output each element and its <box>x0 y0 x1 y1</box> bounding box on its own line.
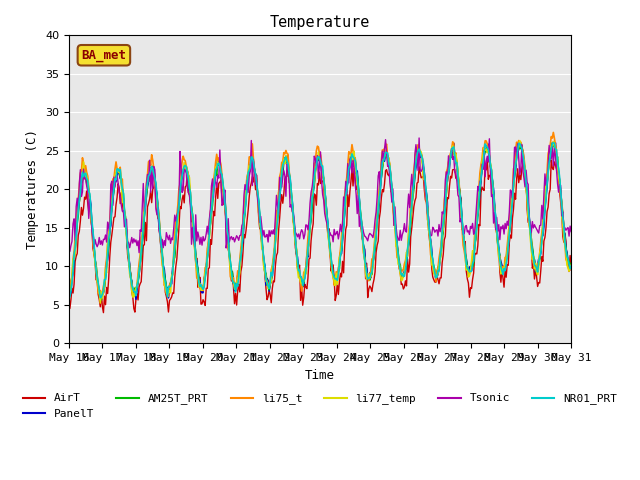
PanelT <box>222 219 230 225</box>
AirT <box>436 275 444 281</box>
li77_temp <box>522 184 530 190</box>
li77_temp <box>221 202 229 208</box>
AirT <box>222 218 230 224</box>
Line: AirT: AirT <box>69 156 571 312</box>
AM25T_PRT <box>65 292 73 298</box>
Tsonic <box>567 229 575 235</box>
Tsonic <box>347 154 355 160</box>
AM25T_PRT <box>371 247 379 252</box>
li75_t <box>567 262 575 268</box>
Y-axis label: Temperatures (C): Temperatures (C) <box>26 129 40 249</box>
li77_temp <box>516 138 524 144</box>
Line: li77_temp: li77_temp <box>69 141 571 304</box>
li75_t <box>278 159 285 165</box>
AirT <box>100 310 108 315</box>
AirT <box>348 165 356 171</box>
AirT <box>278 192 285 197</box>
NR01_PRT <box>434 267 442 273</box>
NR01_PRT <box>346 163 354 169</box>
NR01_PRT <box>521 168 529 174</box>
li77_temp <box>567 263 575 268</box>
PanelT <box>278 171 285 177</box>
li75_t <box>550 130 557 135</box>
Line: NR01_PRT: NR01_PRT <box>69 143 571 299</box>
Tsonic <box>65 249 73 255</box>
Line: PanelT: PanelT <box>69 141 571 299</box>
Line: li75_t: li75_t <box>69 132 571 297</box>
li77_temp <box>277 178 285 183</box>
li77_temp <box>65 301 73 307</box>
Text: BA_met: BA_met <box>81 49 126 62</box>
X-axis label: Time: Time <box>305 369 335 382</box>
Title: Temperature: Temperature <box>270 15 370 30</box>
Line: Tsonic: Tsonic <box>69 138 571 252</box>
li75_t <box>347 151 355 156</box>
Tsonic <box>135 250 143 255</box>
li75_t <box>371 233 379 239</box>
li75_t <box>435 255 443 261</box>
li77_temp <box>434 271 442 276</box>
NR01_PRT <box>567 263 575 269</box>
PanelT <box>524 191 531 196</box>
AM25T_PRT <box>548 140 556 146</box>
NR01_PRT <box>550 140 557 146</box>
AM25T_PRT <box>567 261 575 266</box>
PanelT <box>347 161 355 167</box>
AM25T_PRT <box>222 215 230 220</box>
PanelT <box>435 265 443 271</box>
AM25T_PRT <box>347 151 355 157</box>
PanelT <box>515 138 523 144</box>
AirT <box>524 206 531 212</box>
Line: AM25T_PRT: AM25T_PRT <box>69 143 571 300</box>
li75_t <box>65 288 73 294</box>
PanelT <box>371 240 379 246</box>
li77_temp <box>346 159 354 165</box>
NR01_PRT <box>370 251 378 257</box>
Tsonic <box>371 217 379 223</box>
AirT <box>65 302 73 308</box>
AM25T_PRT <box>97 297 105 303</box>
li77_temp <box>370 248 378 253</box>
Tsonic <box>278 184 285 190</box>
NR01_PRT <box>221 203 229 208</box>
Tsonic <box>415 135 423 141</box>
AirT <box>372 250 380 255</box>
Tsonic <box>222 245 230 251</box>
AirT <box>567 267 575 273</box>
AM25T_PRT <box>435 262 443 268</box>
PanelT <box>567 261 575 267</box>
li75_t <box>97 294 105 300</box>
AM25T_PRT <box>278 177 285 182</box>
AM25T_PRT <box>522 183 530 189</box>
li75_t <box>222 222 230 228</box>
PanelT <box>132 296 140 302</box>
PanelT <box>65 294 73 300</box>
Tsonic <box>524 180 531 185</box>
Legend: AirT, PanelT, AM25T_PRT, li75_t, li77_temp, Tsonic, NR01_PRT: AirT, PanelT, AM25T_PRT, li75_t, li77_te… <box>18 389 622 423</box>
AirT <box>284 153 292 158</box>
li75_t <box>522 184 530 190</box>
NR01_PRT <box>277 186 285 192</box>
Tsonic <box>436 229 444 235</box>
NR01_PRT <box>65 296 73 301</box>
